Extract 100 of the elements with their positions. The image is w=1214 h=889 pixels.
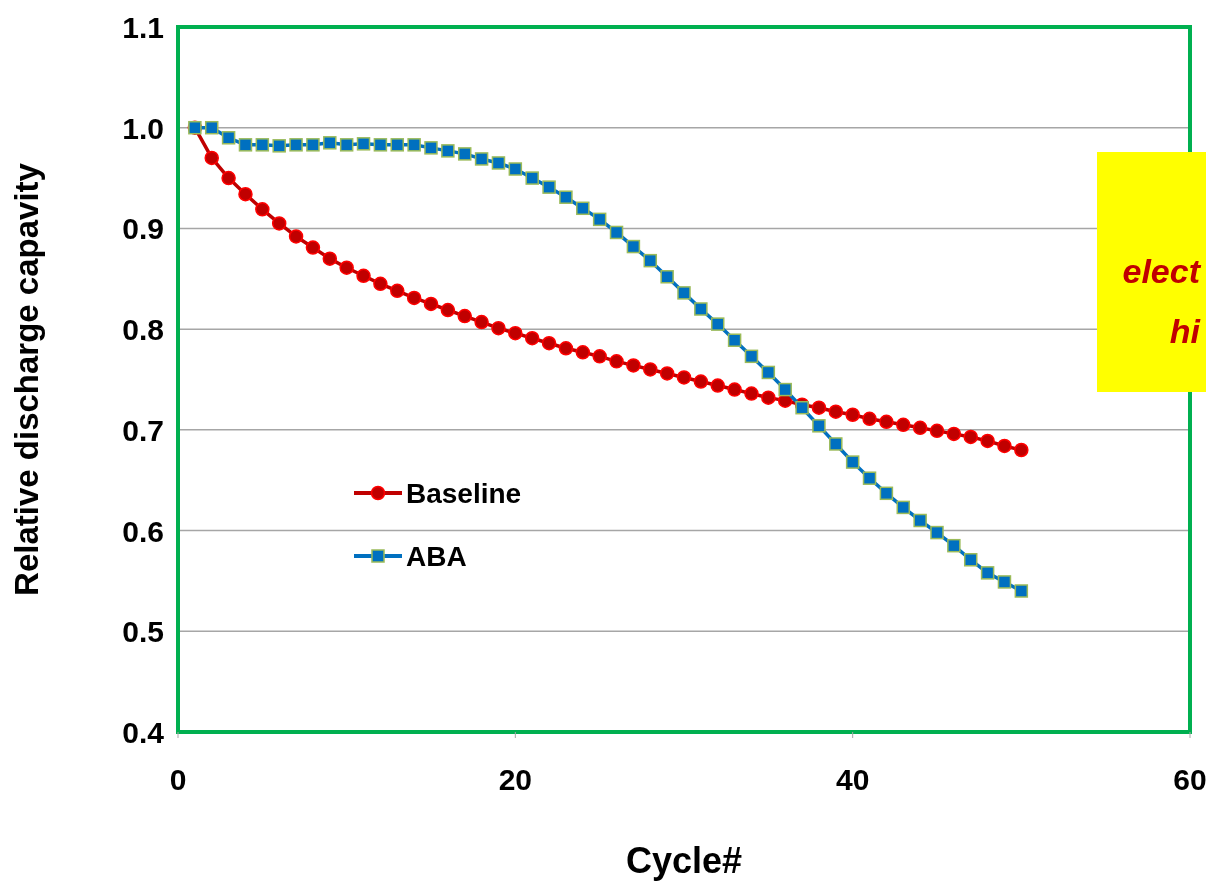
point [912,420,928,436]
point [693,374,709,389]
point [288,229,304,244]
y-tick-label: 0.9 [122,212,164,246]
point [896,417,911,433]
point [1014,584,1029,598]
point [373,276,388,292]
point [1014,442,1029,458]
point [255,202,270,217]
point [541,335,557,351]
point [879,486,894,501]
point [997,438,1012,454]
point [289,138,303,152]
point [423,296,439,312]
point [474,314,489,330]
point [727,382,742,397]
point [204,120,219,135]
point [812,419,826,433]
point [980,566,995,580]
point [643,362,658,377]
point [676,370,692,385]
point [508,162,523,176]
point [407,138,421,152]
point [238,138,253,152]
point [862,411,877,427]
point [727,333,742,347]
y-tick-label: 0.7 [122,413,164,447]
point [204,150,219,166]
point [592,349,607,364]
point [929,423,945,439]
x-axis-title: Cycle# [625,840,743,881]
point [525,171,539,185]
y-tick-label: 0.4 [122,716,165,749]
point [474,152,489,166]
annotation: hi [1169,312,1202,350]
point [845,455,860,469]
point [828,404,844,419]
point [559,190,573,204]
point [305,240,321,255]
point [609,354,624,369]
point [491,320,506,336]
point [913,513,927,528]
point [306,138,320,152]
point [946,426,962,442]
point [542,180,556,194]
point [761,365,776,380]
point [879,414,894,430]
point [744,349,759,364]
x-tick-label: 20 [498,763,533,796]
point [406,290,422,306]
x-tick-label: 60 [1173,763,1207,796]
y-axis-title: Relative discharge capavity [8,162,45,596]
point [744,386,759,401]
point [424,141,438,155]
y-tick-label: 1.1 [122,11,164,44]
point [491,156,506,170]
point [710,317,725,331]
x-tick-label: 0 [169,763,187,796]
point [457,308,472,324]
point [609,225,624,240]
point [323,136,337,150]
point [356,137,371,151]
annotation: elect [1122,252,1202,290]
y-tick-label: 1.0 [122,111,164,145]
point [896,500,911,515]
point [508,325,523,341]
point [356,268,371,284]
point [238,186,253,202]
point [862,471,877,485]
point [457,147,472,161]
point [322,251,338,266]
point [778,382,792,397]
point [221,170,236,186]
point [221,131,236,145]
point [576,201,590,216]
point [592,212,607,227]
x-tick-label: 40 [835,763,870,796]
point [660,270,674,284]
point [339,138,354,152]
point [829,437,843,451]
point [963,553,978,567]
legend-label: Baseline [406,478,522,509]
point [390,283,405,299]
point [980,433,995,449]
point [963,429,978,445]
y-tick-label: 0.8 [122,313,164,347]
point [677,286,691,300]
point [930,525,944,540]
point [441,144,455,158]
point [694,302,708,316]
y-tick-label: 0.5 [122,615,164,649]
point [272,139,286,153]
point [575,345,591,360]
point [761,390,776,405]
point [524,330,540,346]
point [997,575,1012,589]
point [440,302,456,318]
point [373,138,388,152]
point [271,216,287,231]
point [811,400,827,415]
